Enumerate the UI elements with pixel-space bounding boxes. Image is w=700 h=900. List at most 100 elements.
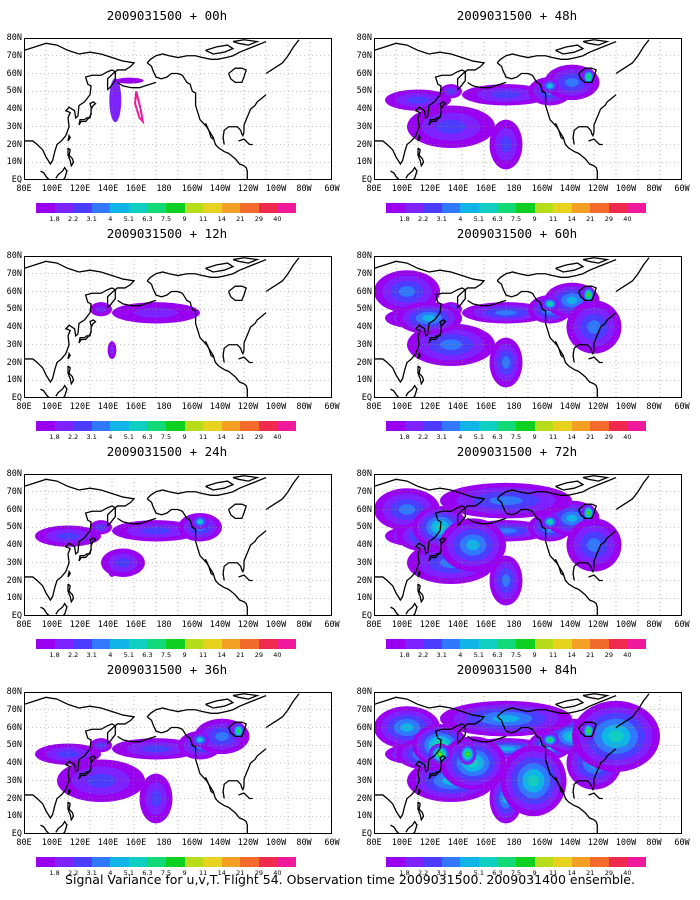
colorbar-swatch bbox=[460, 639, 479, 649]
colorbar-swatch bbox=[184, 639, 204, 649]
panel-title: 2009031500 + 36h bbox=[106, 662, 228, 677]
colorbar-swatch bbox=[184, 421, 204, 431]
colorbar-tick-label: 9 bbox=[182, 869, 187, 877]
coastline bbox=[374, 260, 486, 384]
variance-contour bbox=[134, 91, 145, 125]
lon-tick-label: 140W bbox=[209, 402, 231, 412]
colorbar-tick-label: 4 bbox=[458, 215, 463, 223]
lat-tick-label: EQ bbox=[361, 829, 372, 839]
lat-tick-label: 40N bbox=[6, 758, 22, 768]
colorbar-tick-label: 1.8 bbox=[49, 651, 60, 659]
lon-tick-label: 140E bbox=[97, 184, 119, 194]
coastline bbox=[554, 776, 564, 794]
colorbar-swatch bbox=[277, 639, 297, 649]
map-panel: 2009031500 + 12h 80N 70N 60N 50N 40N 30N 20N 10N… bbox=[2, 226, 342, 441]
colorbar-swatch bbox=[608, 203, 628, 213]
coastline bbox=[265, 39, 300, 75]
panel-title: 2009031500 + 24h bbox=[106, 444, 228, 459]
variance-blob bbox=[548, 302, 552, 305]
colorbar-swatch bbox=[423, 639, 442, 649]
coastline bbox=[554, 558, 564, 576]
colorbar-tick-label: 5.1 bbox=[123, 433, 135, 441]
colorbar-swatch bbox=[221, 857, 241, 867]
colorbar-tick-label: 2.2 bbox=[417, 651, 429, 659]
coastline bbox=[428, 101, 447, 126]
colorbar-swatch bbox=[404, 857, 424, 867]
coastline bbox=[405, 602, 418, 616]
coastline bbox=[496, 716, 598, 834]
coastline bbox=[24, 260, 136, 384]
colorbar-swatch bbox=[184, 857, 204, 867]
colorbar-tick-label: 1.8 bbox=[399, 651, 410, 659]
colorbar-swatch bbox=[460, 421, 479, 431]
variance-blob bbox=[198, 520, 202, 524]
lon-tick-label: 140W bbox=[559, 838, 581, 848]
coastline bbox=[582, 39, 610, 46]
colorbar-labels: 1.8 2.2 3.1 4 5.1 6.3 7.5 9 11 14 21 29 40 bbox=[386, 651, 646, 660]
colorbar-swatch bbox=[553, 857, 572, 867]
colorbar-swatch bbox=[91, 639, 111, 649]
lat-tick-label: 60N bbox=[6, 504, 22, 515]
colorbar-swatch bbox=[240, 857, 259, 867]
lon-tick-label: 180 bbox=[506, 838, 522, 848]
colorbar bbox=[386, 639, 647, 649]
map-svg bbox=[374, 38, 682, 180]
colorbar-labels: 1.8 2.2 3.1 4 5.1 6.3 7.5 9 11 14 21 29 40 bbox=[36, 215, 296, 224]
lat-tick-label: 10N bbox=[356, 375, 372, 386]
map-area bbox=[24, 474, 332, 616]
colorbar-tick-label: 5.1 bbox=[473, 215, 485, 223]
colorbar-tick-label: 5.1 bbox=[123, 651, 135, 659]
coastline bbox=[67, 569, 71, 578]
lat-tick-label: 30N bbox=[6, 121, 22, 132]
lat-tick-label: 60N bbox=[356, 286, 372, 297]
map-panel: 2009031500 + 72h 80N 70N 60N 50N 40N 30N 20N 10N… bbox=[352, 444, 692, 659]
colorbar-tick-label: 29 bbox=[254, 215, 263, 223]
lon-tick-label: 120W bbox=[237, 620, 259, 630]
map-panel: 2009031500 + 00h 80N 70N 60N 50N 40N 30N 20N 10N… bbox=[2, 8, 342, 223]
colorbar-tick-label: 11 bbox=[549, 869, 558, 877]
variance-blob bbox=[57, 532, 79, 540]
colorbar-tick-label: 29 bbox=[604, 215, 613, 223]
lat-tick-label: 70N bbox=[356, 50, 372, 61]
colorbar-swatch bbox=[516, 421, 535, 431]
colorbar-tick-label: 21 bbox=[236, 869, 245, 877]
lon-tick-label: 120W bbox=[587, 838, 609, 848]
lon-tick-label: 180 bbox=[156, 838, 172, 848]
colorbar-tick-label: 1.8 bbox=[399, 869, 410, 877]
lon-tick-label: 80E bbox=[16, 838, 32, 848]
variance-blob bbox=[109, 78, 122, 123]
map-area bbox=[374, 256, 682, 398]
coastline bbox=[467, 735, 507, 743]
colorbar-swatch bbox=[91, 857, 111, 867]
lon-tick-label: 180 bbox=[506, 402, 522, 412]
lat-tick-label: 80N bbox=[356, 687, 372, 697]
variance-blob bbox=[407, 96, 429, 104]
colorbar-swatch bbox=[110, 857, 129, 867]
coastline bbox=[78, 755, 97, 780]
colorbar-swatch bbox=[277, 421, 297, 431]
coastline bbox=[232, 257, 260, 264]
coastline bbox=[374, 42, 486, 166]
lat-tick-label: 30N bbox=[6, 339, 22, 350]
map-frame bbox=[374, 256, 682, 398]
colorbar-labels: 1.8 2.2 3.1 4 5.1 6.3 7.5 9 11 14 21 29 40 bbox=[36, 433, 296, 442]
coastline bbox=[265, 693, 300, 729]
colorbar bbox=[386, 857, 647, 867]
lon-tick-label: 160E bbox=[125, 184, 147, 194]
coastline bbox=[222, 748, 267, 799]
colorbar-swatch bbox=[386, 203, 405, 213]
colorbar-swatch bbox=[534, 421, 554, 431]
lon-tick-label: 100E bbox=[391, 184, 413, 194]
lon-tick-label: 60W bbox=[674, 620, 690, 630]
lon-tick-label: 160W bbox=[181, 184, 203, 194]
colorbar-tick-label: 14 bbox=[567, 433, 576, 441]
colorbar-tick-label: 3.1 bbox=[436, 215, 447, 223]
coastline bbox=[146, 476, 267, 500]
coastline bbox=[577, 503, 597, 520]
colorbar-labels: 1.8 2.2 3.1 4 5.1 6.3 7.5 9 11 14 21 29 40 bbox=[386, 215, 646, 224]
coastline bbox=[554, 122, 564, 140]
lat-tick-label: 70N bbox=[356, 268, 372, 279]
lon-tick-label: 160W bbox=[531, 620, 553, 630]
colorbar-swatch bbox=[516, 857, 535, 867]
colorbar-tick-label: 40 bbox=[273, 215, 282, 223]
